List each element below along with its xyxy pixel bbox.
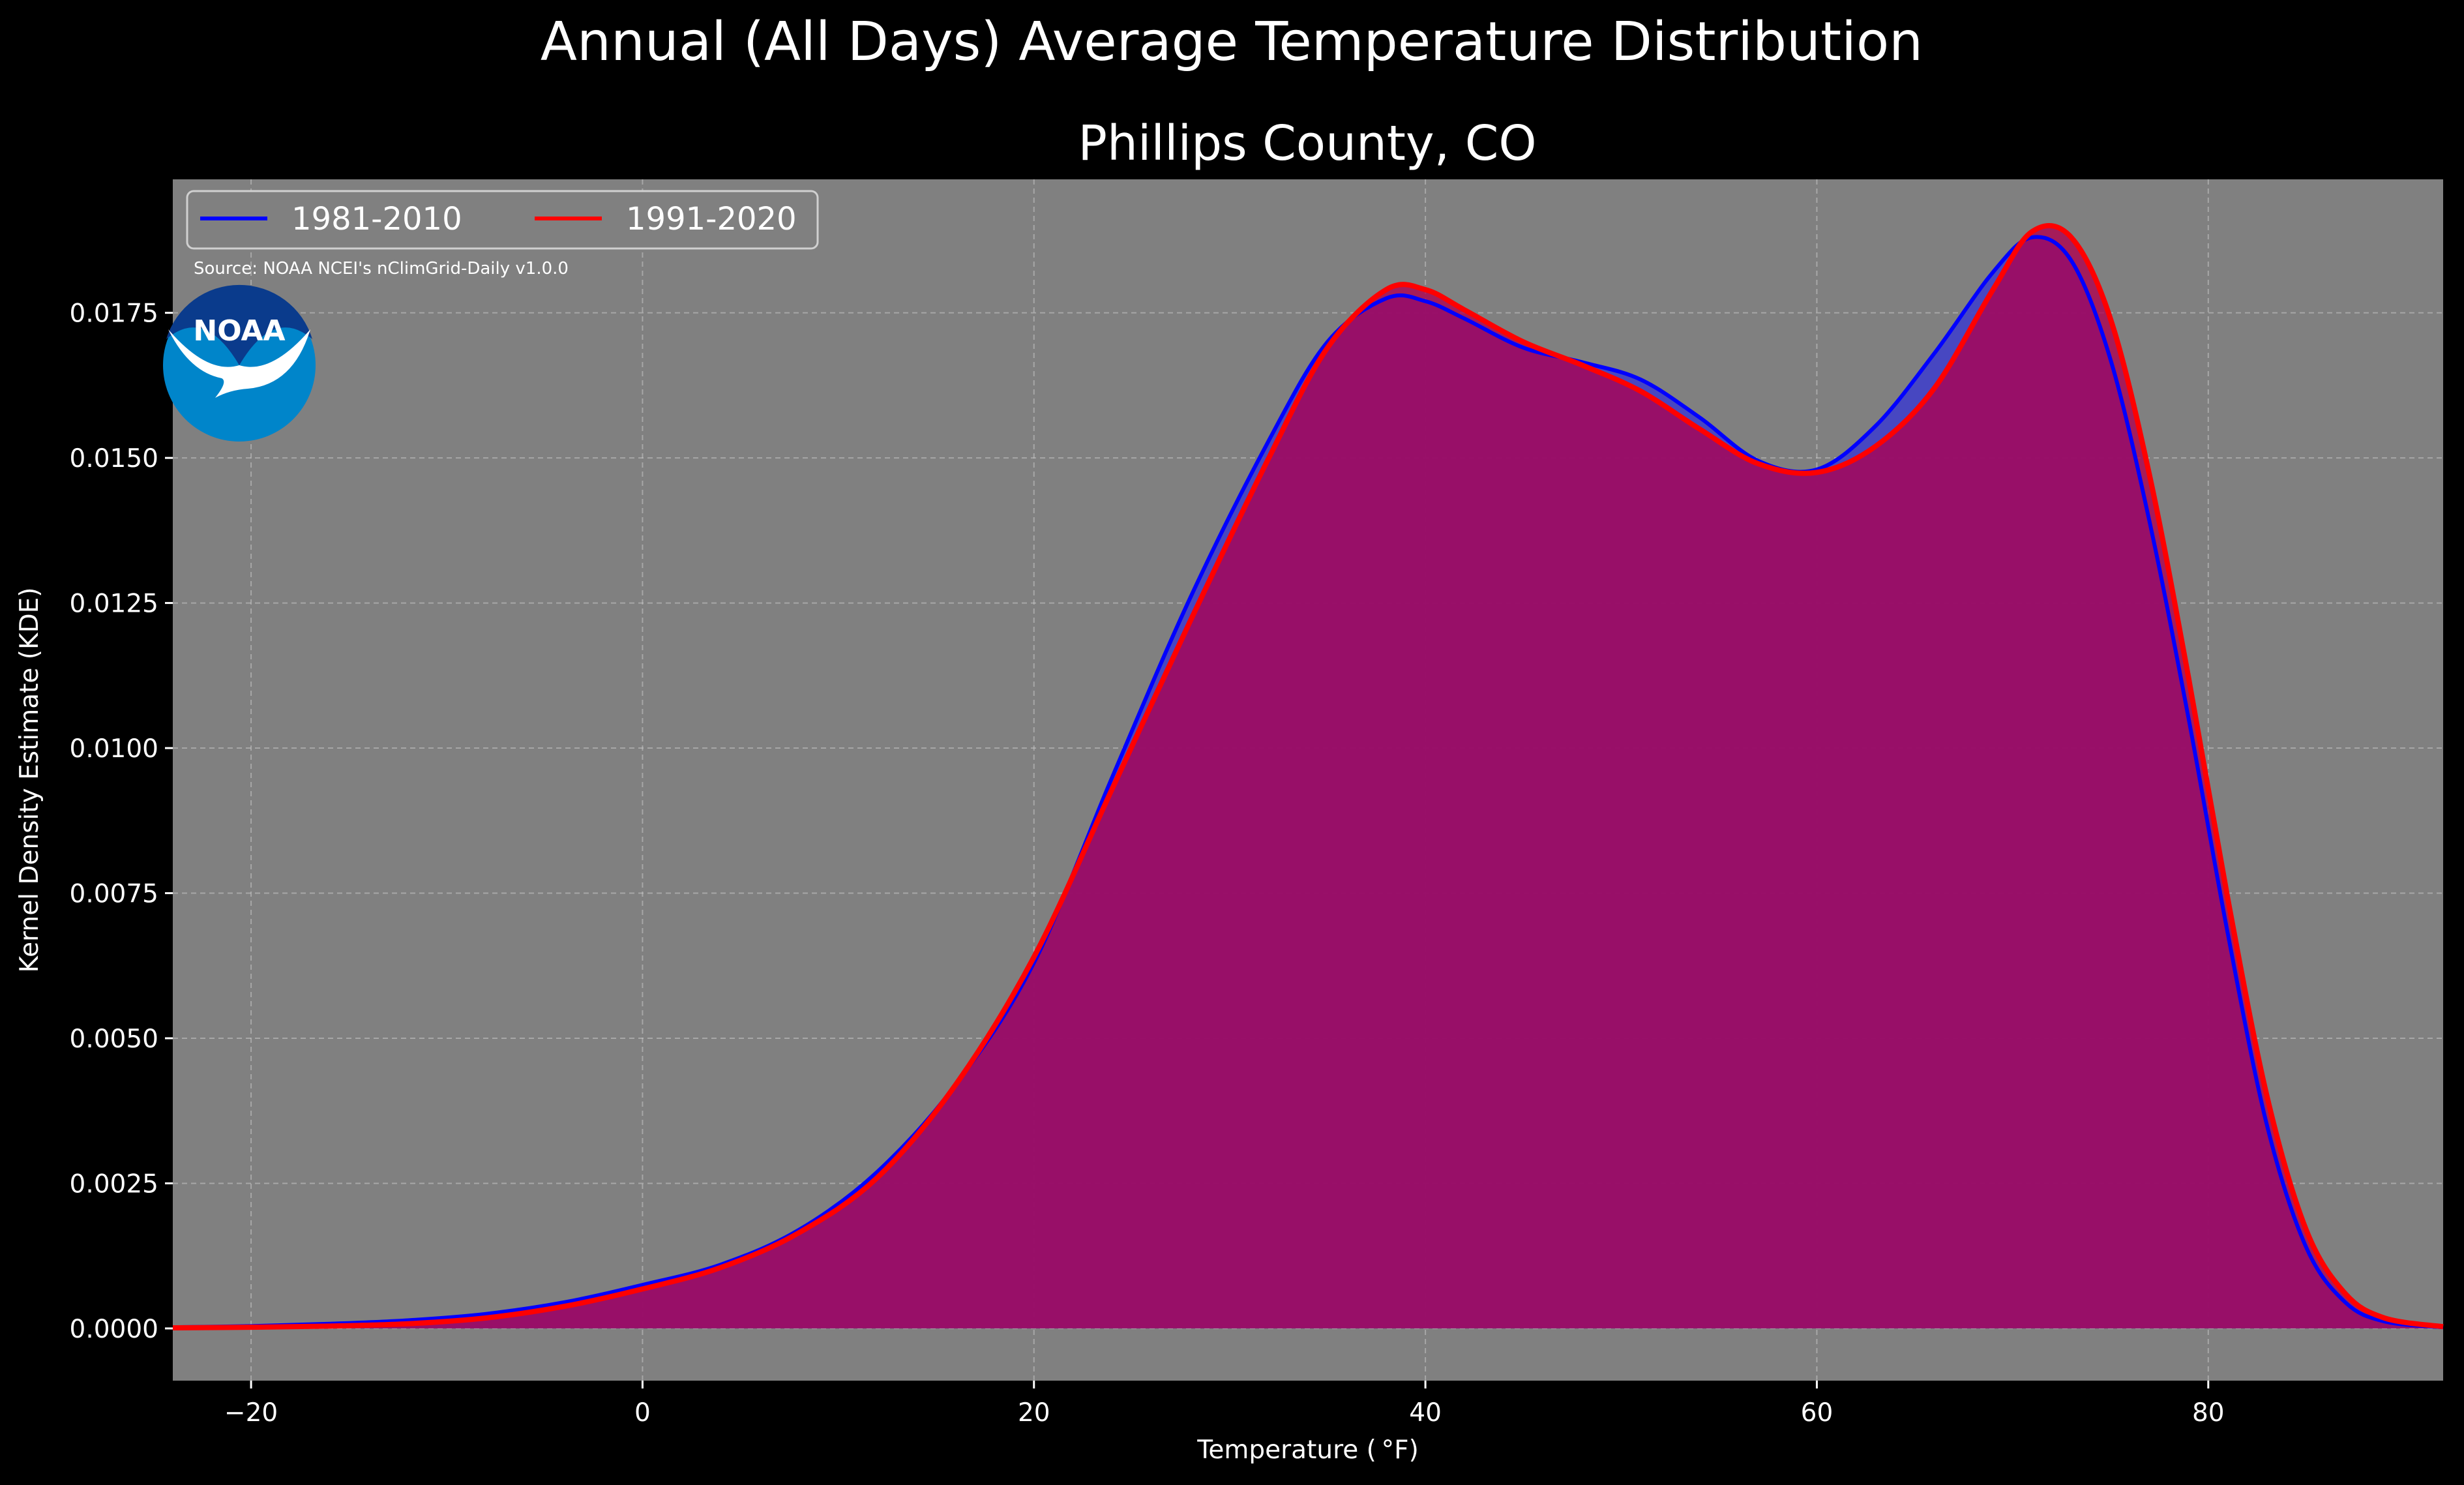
x-axis: −20 0 20 40 60 80 xyxy=(224,1381,2225,1428)
chart-title: Annual (All Days) Average Temperature Di… xyxy=(541,11,1923,73)
noaa-logo-top xyxy=(166,284,312,365)
y-tick-label: 0.0175 xyxy=(70,299,158,329)
x-tick-label: 0 xyxy=(634,1398,651,1428)
x-tick-label: 20 xyxy=(1018,1398,1050,1428)
legend: 1981-2010 1991-2020 xyxy=(186,190,819,250)
x-axis-label: Temperature ( °F) xyxy=(1196,1435,1419,1465)
x-tick-label: 60 xyxy=(1801,1398,1833,1428)
x-tick-label: 40 xyxy=(1409,1398,1442,1428)
series-line-1991-2020 xyxy=(172,222,2444,1331)
noaa-logo-text: NOAA xyxy=(193,314,285,348)
y-tick-label: 0.0000 xyxy=(70,1315,158,1344)
legend-label-1991-2020: 1991-2020 xyxy=(626,201,797,237)
x-tick-label: 80 xyxy=(2192,1398,2225,1428)
series-lines xyxy=(172,222,2444,1331)
legend-box xyxy=(186,190,819,250)
y-tick-label: 0.0050 xyxy=(70,1025,158,1054)
series-fills xyxy=(173,225,2443,1328)
chart-subtitle: Phillips County, CO xyxy=(1078,115,1536,172)
source-note: Source: NOAA NCEI's nClimGrid-Daily v1.0… xyxy=(194,259,569,278)
y-axis: 0.0000 0.0025 0.0050 0.0075 0.0100 0.0125 0.01… xyxy=(70,299,173,1344)
series-area-1991-2020 xyxy=(173,225,2443,1328)
y-tick-label: 0.0150 xyxy=(70,444,158,473)
y-tick-label: 0.0100 xyxy=(70,734,158,764)
series-line-1981-2010 xyxy=(172,235,2444,1330)
y-tick-label: 0.0075 xyxy=(70,880,158,909)
legend-label-1981-2010: 1981-2010 xyxy=(291,201,462,237)
noaa-logo-gull xyxy=(168,329,310,398)
x-tick-label: −20 xyxy=(224,1398,278,1428)
noaa-logo: NOAA xyxy=(163,284,316,442)
y-axis-label: Kernel Density Estimate (KDE) xyxy=(15,588,44,973)
y-tick-label: 0.0125 xyxy=(70,590,158,619)
y-tick-label: 0.0025 xyxy=(70,1169,158,1199)
